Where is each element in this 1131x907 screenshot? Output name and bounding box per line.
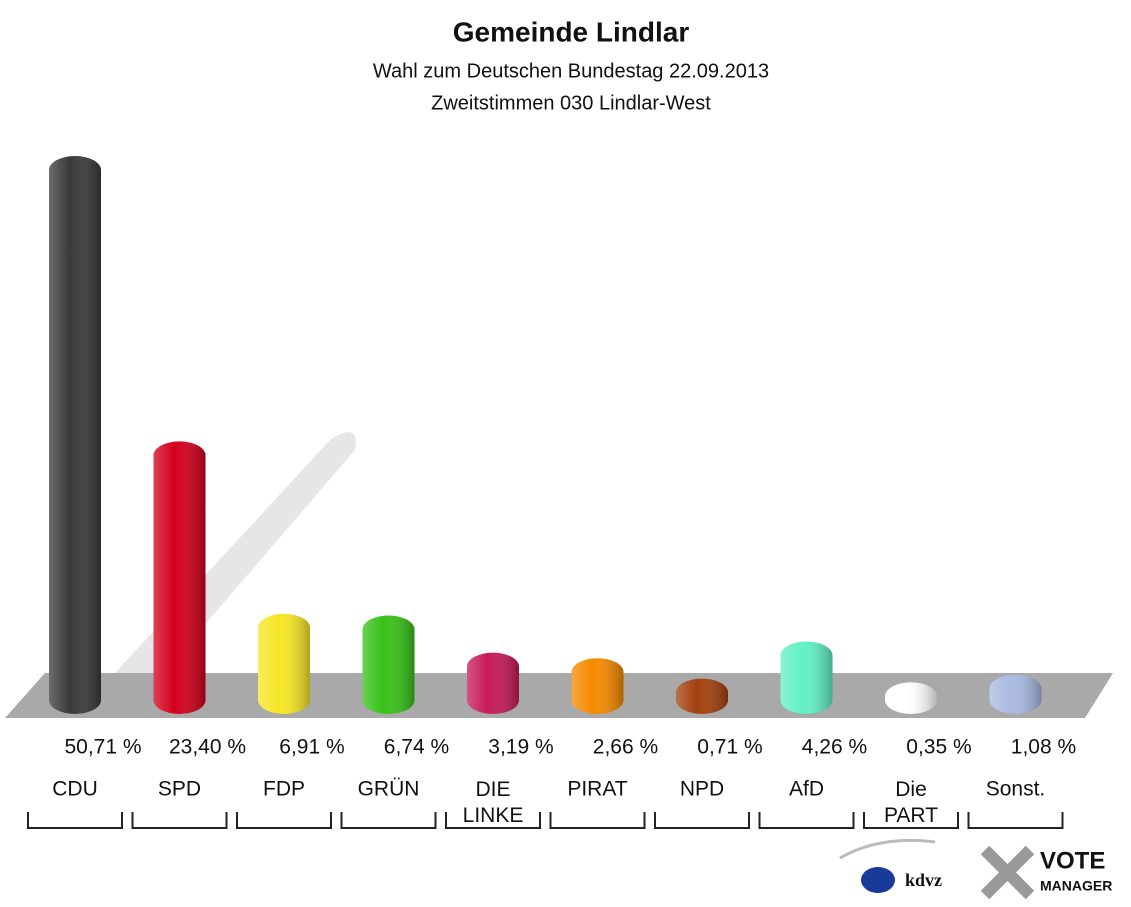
x-tick-label: DIE LINKE <box>463 778 524 827</box>
chart-subtitle: Wahl zum Deutschen Bundestag 22.09.2013 <box>373 60 769 82</box>
logo-cross <box>980 845 1035 900</box>
value-label: 0,71 % <box>697 736 762 759</box>
bar-shade <box>676 678 728 714</box>
value-label: 4,26 % <box>802 736 867 759</box>
logo-text: kdvz <box>905 870 942 890</box>
bar-shade <box>49 156 101 714</box>
logo: kdvz VOTE MANAGER <box>839 838 1112 900</box>
bracket <box>27 812 123 829</box>
x-tick-label: PIRAT <box>567 778 627 801</box>
x-tick-label: AfD <box>789 778 824 801</box>
value-label: 50,71 % <box>64 736 141 759</box>
logo-swoosh <box>839 838 936 860</box>
value-label: 1,08 % <box>1011 736 1076 759</box>
x-tick-label: CDU <box>52 778 98 801</box>
value-label: 6,91 % <box>279 736 344 759</box>
bracket <box>654 812 750 829</box>
bar-shade <box>571 658 624 714</box>
bar-shade <box>362 615 415 714</box>
x-tick-label: SPD <box>158 778 201 801</box>
bracket <box>758 812 855 829</box>
value-label: 6,74 % <box>384 736 449 759</box>
bar-shade <box>989 674 1042 714</box>
bracket <box>549 812 646 829</box>
x-tick-label: GRÜN <box>358 778 420 801</box>
value-label: 23,40 % <box>169 736 246 759</box>
bracket <box>131 812 228 829</box>
value-label: 3,19 % <box>488 736 553 759</box>
x-tick-label: Die PART <box>884 778 938 827</box>
x-tick-label: Sonst. <box>986 778 1046 801</box>
bracket <box>967 812 1064 829</box>
bar-shade <box>885 682 937 714</box>
chart-subtitle: Zweitstimmen 030 Lindlar-West <box>431 92 711 114</box>
bar-shade <box>780 641 833 714</box>
bar-shade <box>467 652 519 714</box>
bracket <box>863 812 959 829</box>
logo-ball <box>861 867 895 893</box>
value-label: 0,35 % <box>906 736 971 759</box>
x-tick-label: NPD <box>680 778 724 801</box>
bar-shade <box>258 613 310 714</box>
x-tick-label: FDP <box>263 778 305 801</box>
bracket <box>340 812 437 829</box>
bracket <box>445 812 541 829</box>
logo-text: VOTE <box>1040 847 1105 874</box>
bracket <box>236 812 332 829</box>
chart-title: Gemeinde Lindlar <box>453 16 690 47</box>
value-label: 2,66 % <box>593 736 658 759</box>
bar-shade <box>153 441 206 714</box>
logo-text: MANAGER <box>1040 878 1112 894</box>
